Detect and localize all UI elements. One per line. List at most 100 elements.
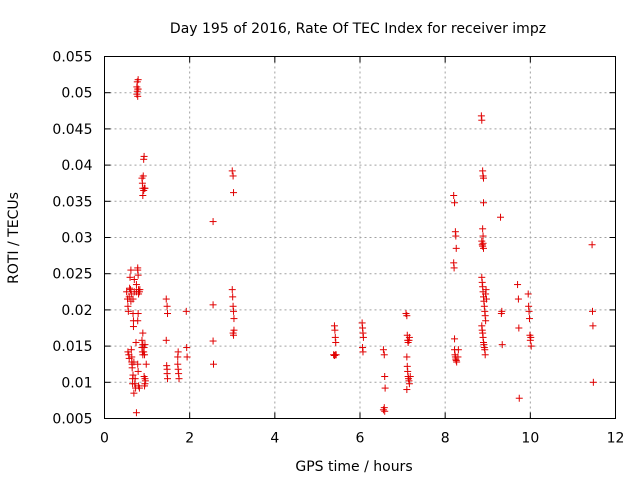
data-point — [132, 409, 140, 417]
data-point — [450, 192, 458, 200]
data-point — [134, 76, 142, 84]
data-point — [132, 338, 140, 346]
data-point — [141, 375, 149, 383]
data-point — [450, 264, 458, 272]
data-point — [139, 329, 147, 337]
data-point — [379, 346, 387, 354]
data-point — [381, 384, 389, 392]
data-point — [406, 373, 414, 381]
data-point — [403, 353, 411, 361]
data-point — [230, 315, 238, 323]
x-axis-title: GPS time / hours — [295, 459, 412, 475]
data-point — [380, 351, 388, 359]
data-point — [589, 322, 597, 330]
data-point — [123, 288, 131, 296]
chart-title: Day 195 of 2016, Rate Of TEC Index for r… — [170, 21, 546, 37]
data-point — [134, 310, 142, 318]
data-point — [135, 384, 143, 392]
axis-ticks: 0 2 4 6 8 10 12 0.005 0.01 0.015 0.02 0.025 0.03 0.03… — [52, 50, 624, 447]
data-point — [164, 375, 172, 383]
y-tick-label: 0.005 — [52, 412, 92, 428]
data-point — [182, 307, 190, 315]
data-point — [128, 364, 136, 372]
data-point — [209, 337, 217, 345]
data-point — [451, 335, 459, 343]
data-point — [136, 286, 144, 294]
data-point — [163, 302, 171, 310]
x-tick-label: 4 — [270, 431, 279, 447]
data-point — [498, 341, 506, 349]
data-point — [479, 225, 487, 233]
data-point — [482, 317, 490, 325]
data-point — [478, 116, 486, 124]
data-point — [331, 326, 339, 334]
data-point — [359, 333, 367, 341]
data-point — [129, 371, 137, 379]
data-point — [126, 284, 134, 292]
x-tick-label: 2 — [185, 431, 194, 447]
data-point — [497, 213, 505, 221]
data-point — [175, 375, 183, 383]
data-point — [134, 367, 142, 375]
data-point — [479, 174, 487, 182]
data-point — [140, 152, 148, 160]
x-tick-label: 0 — [100, 431, 109, 447]
data-point — [403, 312, 411, 320]
data-point — [524, 290, 532, 298]
data-point — [359, 348, 367, 356]
data-point — [134, 271, 142, 279]
data-point — [453, 358, 461, 366]
y-tick-label: 0.05 — [61, 86, 92, 102]
data-point — [230, 326, 238, 334]
data-point — [451, 199, 459, 207]
data-point — [124, 307, 132, 315]
data-point — [130, 358, 138, 366]
data-point — [162, 295, 170, 303]
y-tick-label: 0.035 — [52, 194, 92, 210]
data-point — [405, 333, 413, 341]
data-point — [164, 310, 172, 318]
data-point — [130, 275, 138, 283]
data-point — [514, 295, 522, 303]
data-point — [126, 286, 134, 294]
data-point — [140, 344, 148, 352]
data-point — [527, 333, 535, 341]
data-point — [454, 346, 462, 354]
data-point — [174, 348, 182, 356]
data-point — [141, 341, 149, 349]
data-point — [132, 281, 140, 289]
x-tick-label: 8 — [441, 431, 450, 447]
data-point — [527, 342, 535, 350]
data-point — [134, 92, 142, 100]
data-point — [126, 273, 134, 281]
data-point — [229, 172, 237, 180]
data-point — [589, 307, 597, 315]
data-point — [210, 360, 218, 368]
data-point — [330, 352, 338, 360]
data-point — [162, 336, 170, 344]
data-point — [452, 232, 460, 240]
data-point — [230, 307, 238, 315]
data-point — [403, 386, 411, 394]
data-point — [127, 346, 135, 354]
data-points — [123, 76, 597, 417]
data-point — [454, 353, 462, 361]
data-point — [230, 189, 238, 197]
data-point — [589, 378, 597, 386]
data-point — [498, 307, 506, 315]
y-tick-label: 0.04 — [61, 158, 92, 174]
data-point — [142, 360, 150, 368]
y-tick-label: 0.055 — [52, 50, 92, 66]
data-point — [138, 336, 146, 344]
y-tick-label: 0.03 — [61, 231, 92, 247]
x-tick-label: 12 — [607, 431, 625, 447]
data-point — [405, 380, 413, 388]
data-point — [183, 353, 191, 361]
data-point — [183, 344, 191, 352]
data-point — [209, 301, 217, 309]
data-point — [134, 317, 142, 325]
x-tick-label: 6 — [356, 431, 365, 447]
data-point — [141, 351, 149, 359]
y-tick-label: 0.015 — [52, 339, 92, 355]
